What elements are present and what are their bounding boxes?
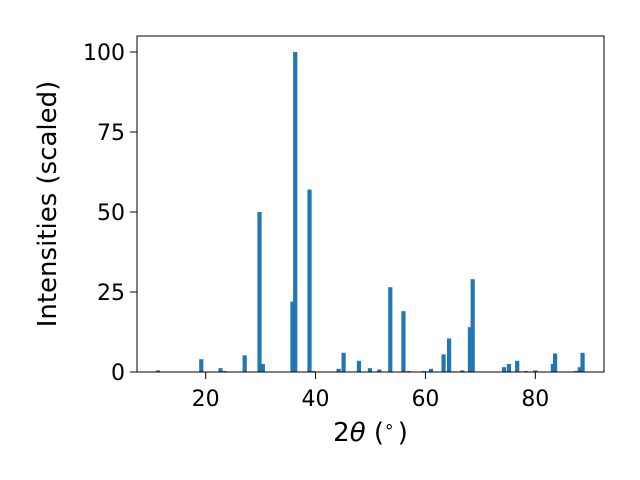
bar-16	[388, 287, 393, 372]
bar-27	[501, 367, 507, 372]
bars-layer	[155, 52, 585, 372]
bar-20	[428, 368, 434, 372]
bar-26	[470, 279, 475, 372]
x-axis-label-symbol: θ	[350, 418, 366, 448]
bar-14	[367, 368, 373, 372]
x-axis-label-close: )	[398, 418, 408, 448]
bar-11	[336, 368, 341, 372]
bar-25	[467, 327, 473, 372]
x-tick-label-2: 60	[411, 387, 439, 412]
bar-22	[446, 338, 452, 372]
bar-28	[506, 364, 512, 372]
plot-frame	[136, 35, 605, 373]
y-tick-label-3: 75	[97, 121, 125, 146]
bar-12	[341, 352, 346, 372]
bar-7	[290, 301, 295, 372]
x-tick-label-3: 80	[521, 387, 549, 412]
bar-9	[307, 189, 312, 372]
x-tick-label-0: 20	[192, 387, 220, 412]
bar-29	[515, 360, 520, 372]
bar-31	[533, 370, 538, 372]
x-axis-label-unit: ∘	[384, 417, 395, 437]
y-tick-label-0: 0	[111, 361, 125, 386]
bar-0	[155, 370, 160, 372]
bar-15	[377, 369, 382, 372]
bar-35	[577, 367, 582, 372]
y-tick-label-4: 100	[83, 41, 125, 66]
bar-13	[356, 360, 362, 372]
y-axis: 0 25 50 75 100	[83, 41, 137, 386]
bar-6	[260, 364, 265, 372]
bar-36	[580, 352, 585, 372]
x-axis-label-prefix: 2	[333, 418, 350, 448]
x-axis-label: 2θ (∘)	[333, 417, 408, 448]
y-tick-label-1: 25	[97, 281, 125, 306]
bar-17	[401, 311, 406, 372]
x-axis-label-suffix: (	[366, 418, 384, 448]
bar-5	[257, 212, 262, 372]
bar-8	[293, 52, 298, 372]
bar-24	[460, 370, 465, 372]
y-tick-label-2: 50	[97, 201, 125, 226]
bar-21	[441, 354, 446, 372]
y-axis-label: Intensities (scaled)	[33, 81, 63, 328]
bar-32	[550, 364, 555, 372]
x-axis: 20 40 60 80	[192, 372, 549, 412]
bar-1	[199, 359, 204, 372]
bar-33	[553, 353, 558, 372]
bar-2	[218, 368, 223, 372]
bar-4	[242, 355, 247, 372]
x-tick-label-1: 40	[302, 387, 330, 412]
